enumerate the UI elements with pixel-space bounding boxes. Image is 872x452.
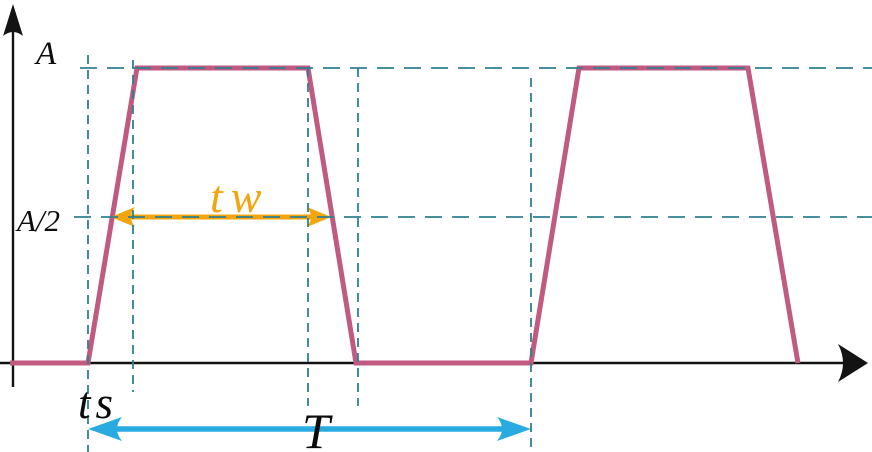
half-amplitude-label: A/2 (15, 203, 60, 238)
period-arrow-right-arrowhead (497, 417, 531, 441)
x-axis-arrowhead (838, 344, 868, 382)
pulse-width-arrow-left-arrowhead (111, 207, 135, 227)
start-time-label: ts (78, 378, 118, 428)
amplitude-label: A (34, 36, 57, 72)
waveform-trace (10, 65, 801, 366)
pulse-width-label: tw (210, 171, 269, 222)
axes-layer (0, 4, 868, 387)
y-axis-arrowhead (3, 4, 23, 36)
waveform-layer (10, 65, 801, 366)
labels-layer: A A/2 tw ts T (15, 36, 333, 452)
guide-lines-layer (74, 55, 872, 452)
period-label: T (302, 403, 333, 452)
period-arrow-left-arrowhead (88, 417, 122, 441)
